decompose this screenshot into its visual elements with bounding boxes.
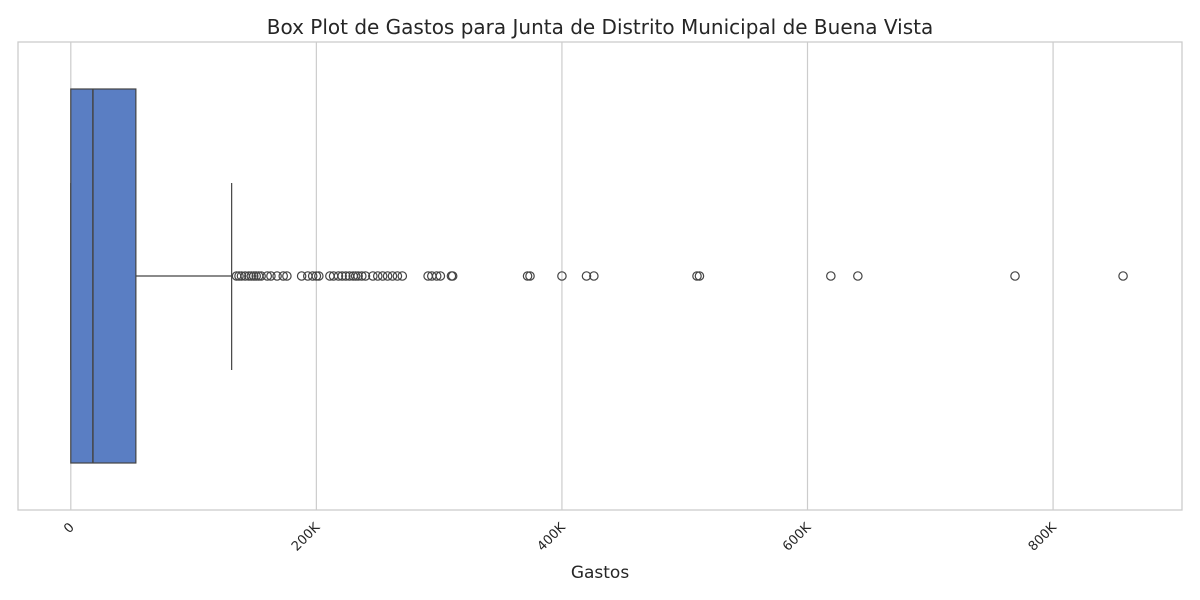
outlier-point [244,271,254,281]
outlier-point [397,271,408,281]
outlier-point [392,271,403,281]
outlier-point [1010,271,1020,281]
outlier-point [589,271,599,281]
outlier-point [368,271,378,281]
outlier-point [350,271,361,281]
outlier-point [234,271,244,281]
iqr-box [70,88,137,464]
x-tick-label: 0 [61,520,77,536]
outlier-point [251,271,262,281]
outlier-point [557,271,567,281]
outlier-point [236,271,247,281]
x-tick-label: 400K [535,520,570,555]
outlier-point [353,271,363,281]
outlier-point [372,271,383,281]
outlier-point [311,271,322,281]
plot-frame [17,41,1183,511]
outlier-point [382,271,393,281]
outlier-point [581,271,592,281]
outlier-point [522,271,533,281]
outlier-point [341,271,351,281]
x-tick-label: 200K [289,520,324,555]
outlier-point [1118,271,1128,281]
outlier-point [337,271,347,281]
outlier-point [262,271,273,281]
outlier-point [282,271,292,281]
outlier-point [694,271,705,281]
outlier-point [377,271,388,281]
outlier-point [356,271,367,281]
outlier-point [278,271,289,281]
outlier-point [435,271,446,281]
x-axis-label: Gastos [571,563,630,583]
x-tick-label: 800K [1026,520,1061,555]
outlier-group [231,271,1128,281]
outlier-point [853,271,863,281]
chart-title: Box Plot de Gastos para Junta de Distrit… [267,15,934,39]
outlier-point [387,271,398,281]
box-group [70,88,233,464]
outlier-point [302,271,313,281]
outlier-point [256,271,266,281]
outlier-point [296,271,307,281]
outlier-point [307,271,318,281]
outlier-point [248,271,259,281]
outlier-point [692,271,702,281]
outlier-point [314,271,324,281]
outlier-point [360,271,371,281]
outlier-point [266,271,276,281]
outlier-point [333,271,344,281]
outlier-point [431,271,442,281]
outlier-point [447,271,458,281]
outlier-point [525,271,535,281]
outlier-point [272,271,282,281]
x-tick-label: 600K [780,520,815,555]
outlier-point [246,271,257,281]
x-axis-ticks: 0 200K 400K 600K 800K [61,520,1060,555]
outlier-point [826,271,836,281]
